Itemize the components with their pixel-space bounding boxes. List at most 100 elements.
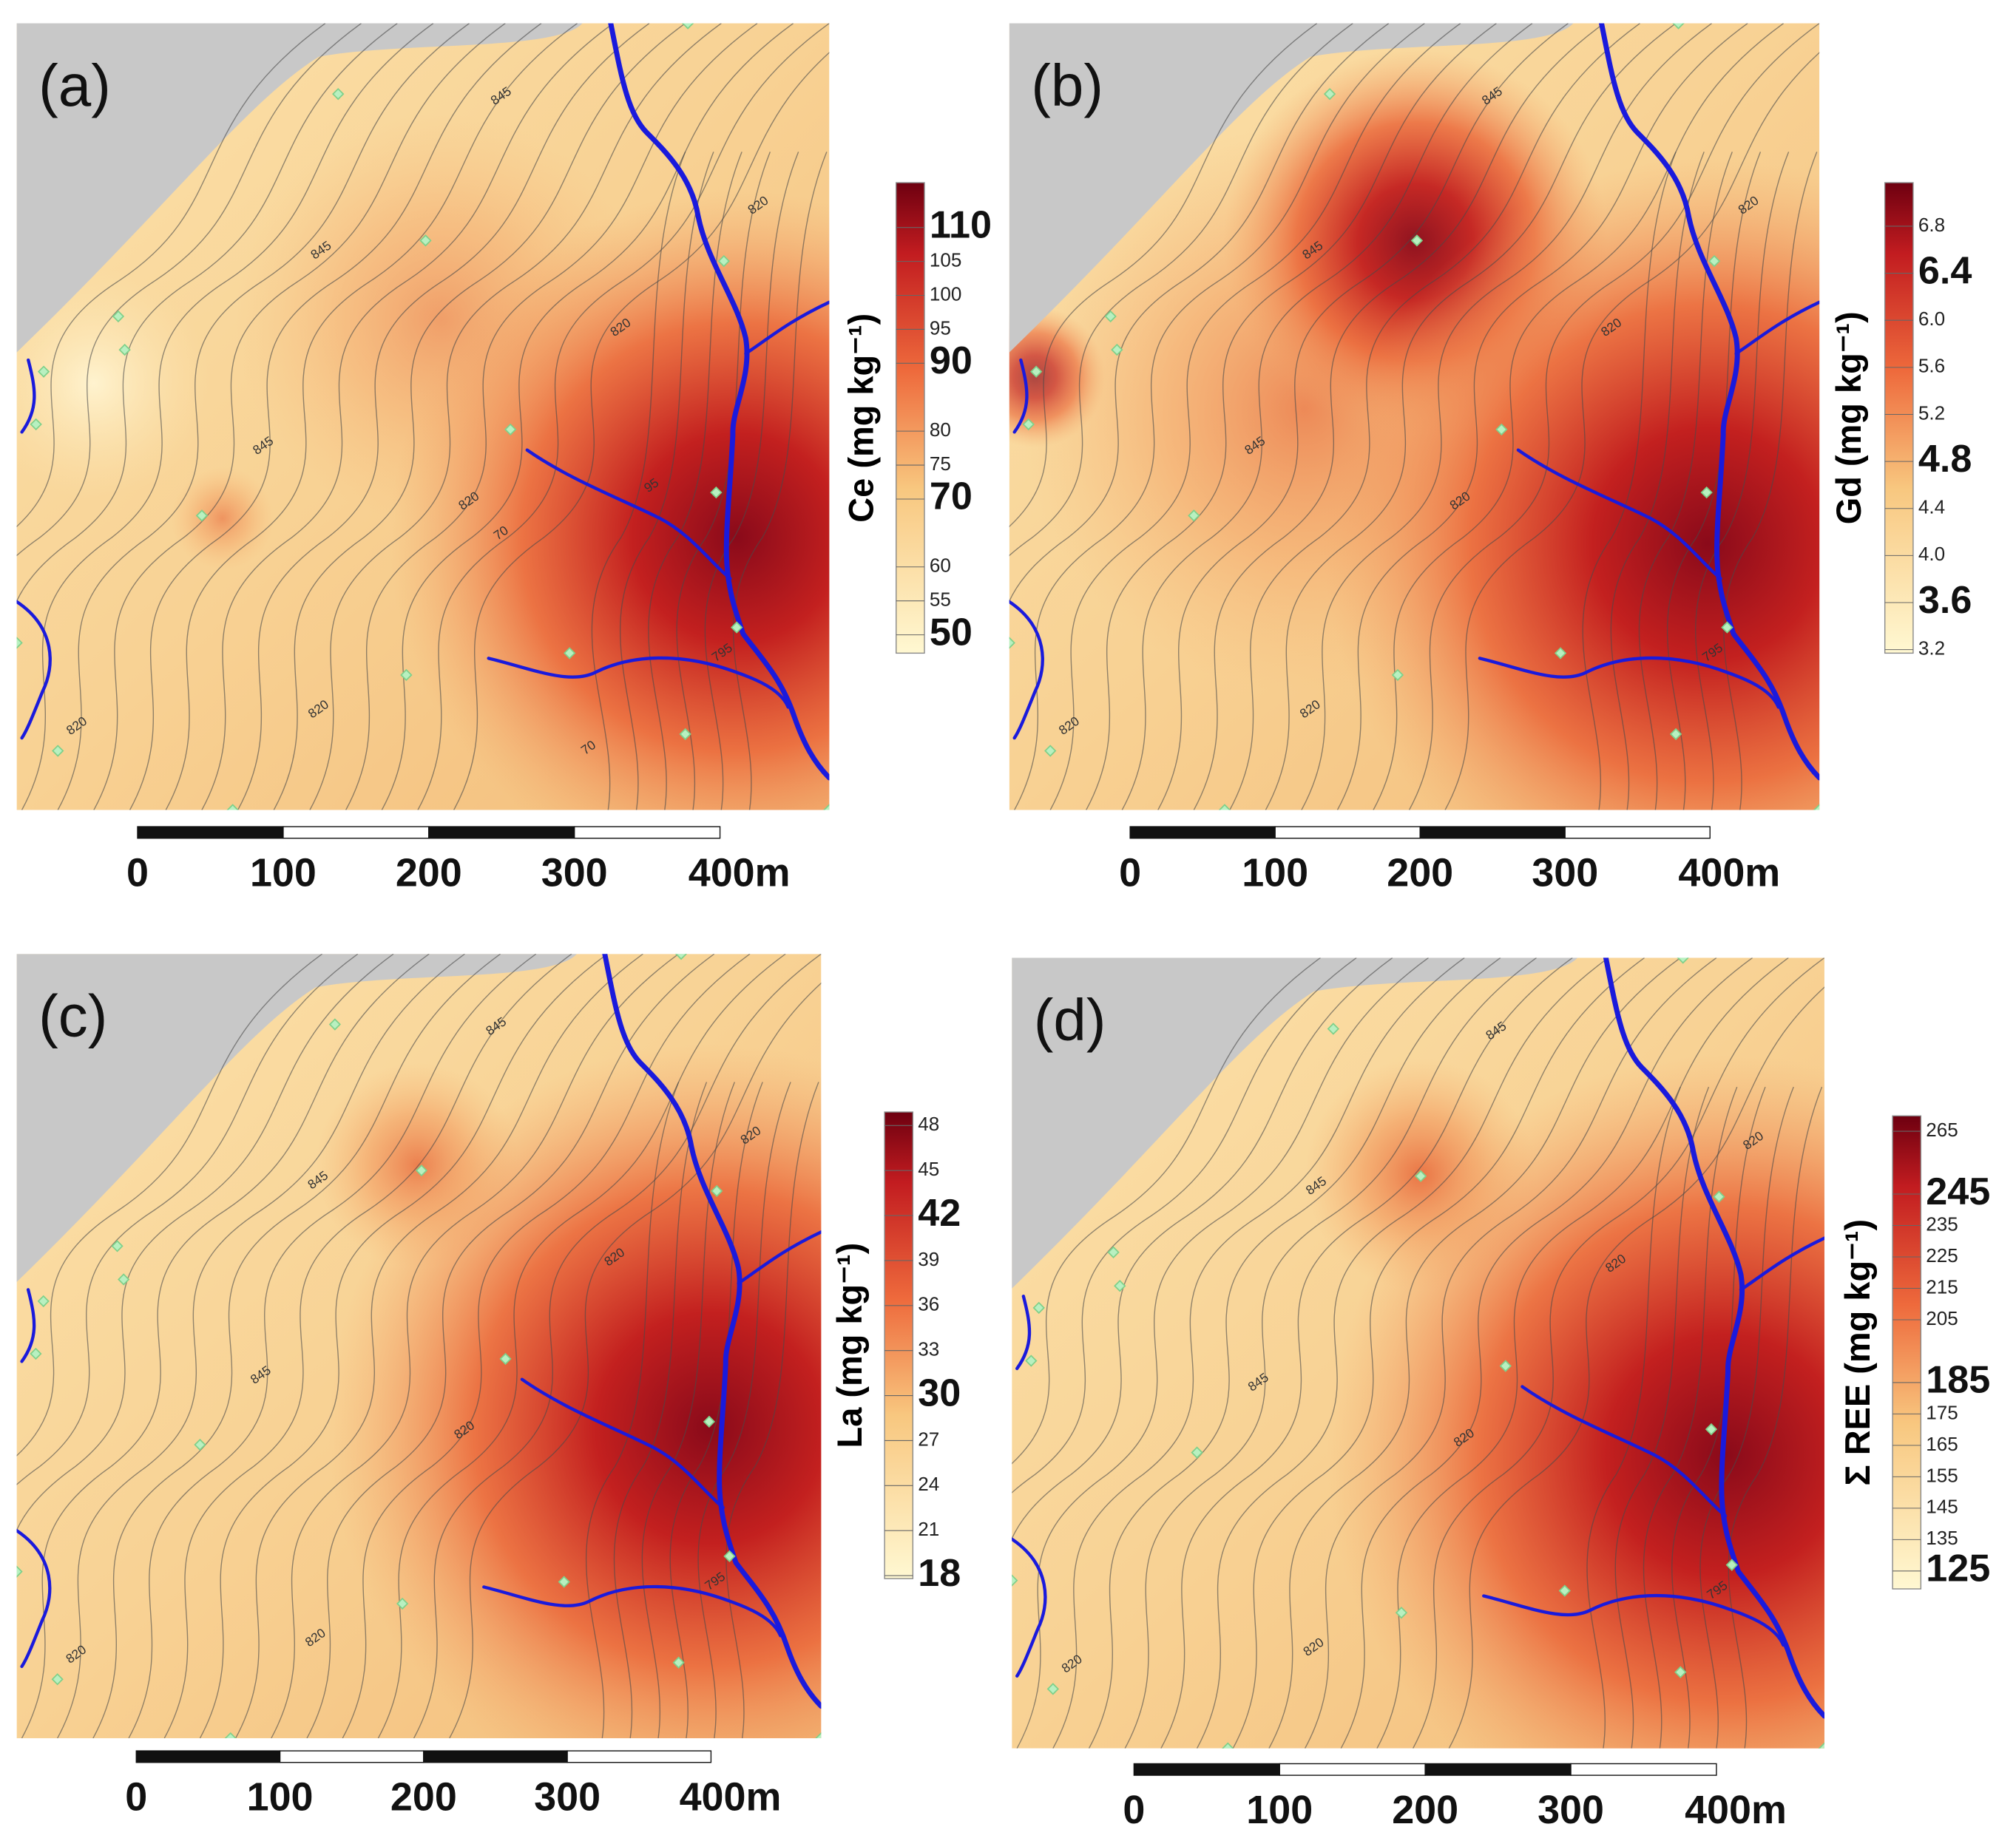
colorbar-tick-label: 6.4 xyxy=(1918,249,1972,292)
colorbar-title: Gd (mg kg⁻¹) xyxy=(1830,311,1868,524)
colorbar-tick-label: 110 xyxy=(930,203,992,246)
colorbar-tick-label: 235 xyxy=(1926,1213,1958,1235)
scale-bar-label: 300 xyxy=(1538,1788,1604,1832)
colorbar-tick-label: 21 xyxy=(918,1518,939,1540)
colorbar-tick-label: 3.6 xyxy=(1918,579,1972,622)
scale-bar-label: 0 xyxy=(1119,850,1141,895)
scale-bar-label: 100 xyxy=(1246,1788,1313,1832)
colorbar-tick-label: 90 xyxy=(930,339,973,382)
colorbar-title: Σ REE (mg kg⁻¹) xyxy=(1839,1219,1877,1486)
scale-bar-label: 0 xyxy=(125,1774,147,1819)
colorbar-tick-label: 80 xyxy=(930,418,951,441)
concentration-hotspot xyxy=(1009,306,1106,448)
colorbar-tick-label: 50 xyxy=(930,611,973,654)
colorbar-tick-label: 125 xyxy=(1926,1547,1990,1590)
concentration-hotspot xyxy=(328,1043,822,1738)
scale-bar-segment xyxy=(1129,826,1276,839)
scale-bar-segment xyxy=(1564,826,1711,839)
colorbar-tick-label: 33 xyxy=(918,1338,939,1360)
scale-bar-segment xyxy=(566,1750,712,1763)
colorbar-tick-label: 36 xyxy=(918,1293,939,1315)
colorbar-title: Ce (mg kg⁻¹) xyxy=(842,313,881,523)
scale-bar-segment xyxy=(1279,1763,1426,1776)
scale-bar-segment xyxy=(283,826,430,839)
scale-bar-segment xyxy=(423,1750,568,1763)
colorbar-tick-label: 175 xyxy=(1926,1401,1958,1423)
scale-bar-segment xyxy=(1133,1763,1280,1776)
concentration-hotspot xyxy=(16,267,210,499)
scale-bar-label: 0 xyxy=(1123,1788,1145,1832)
concentration-hotspot xyxy=(171,467,274,570)
colorbar-tick-label: 100 xyxy=(930,282,961,305)
scale-bar-label: 400m xyxy=(1678,850,1780,895)
colorbar-tick-label: 5.6 xyxy=(1918,355,1945,377)
colorbar-tick-label: 60 xyxy=(930,555,951,577)
scale-bar-label: 200 xyxy=(396,850,462,895)
colorbar-tick-label: 6.8 xyxy=(1918,214,1945,236)
colorbar-title: La (mg kg⁻¹) xyxy=(831,1243,869,1448)
colorbar-tick-label: 185 xyxy=(1926,1359,1990,1402)
scale-bar-segment xyxy=(1419,826,1566,839)
colorbar-tick-label: 24 xyxy=(918,1473,939,1495)
colorbar-tick-label: 39 xyxy=(918,1248,939,1270)
colorbar xyxy=(1892,1115,1922,1590)
colorbar-tick-label: 205 xyxy=(1926,1307,1958,1329)
scale-bar-label: 100 xyxy=(247,1774,314,1819)
colorbar-tick-label: 18 xyxy=(918,1552,961,1595)
scale-bar-segment xyxy=(279,1750,424,1763)
colorbar-tick-label: 55 xyxy=(930,589,951,611)
colorbar-tick-label: 4.4 xyxy=(1918,496,1945,518)
scale-bar-segment xyxy=(573,826,721,839)
colorbar-tick-label: 95 xyxy=(930,316,951,339)
scale-bar-segment xyxy=(137,826,284,839)
colorbar-tick-label: 145 xyxy=(1926,1496,1958,1518)
colorbar xyxy=(1884,182,1914,654)
colorbar-tick-label: 4.0 xyxy=(1918,543,1945,565)
colorbar xyxy=(896,182,925,654)
colorbar-tick-label: 225 xyxy=(1926,1244,1958,1267)
colorbar-tick-label: 45 xyxy=(918,1158,939,1180)
panel-label: (a) xyxy=(38,52,111,118)
colorbar-tick-label: 165 xyxy=(1926,1433,1958,1455)
scale-bar-label: 200 xyxy=(1387,850,1453,895)
colorbar-tick-label: 265 xyxy=(1926,1119,1958,1141)
scale-bar-label: 0 xyxy=(126,850,149,895)
scale-bar-segment xyxy=(1424,1763,1572,1776)
concentration-hotspot xyxy=(389,190,830,810)
concentration-hotspot xyxy=(1323,158,1820,810)
colorbar-tick-label: 75 xyxy=(930,452,951,475)
panel-label: (c) xyxy=(38,983,107,1049)
colorbar-tick-label: 135 xyxy=(1926,1527,1958,1549)
scale-bar-label: 100 xyxy=(1242,850,1308,895)
scale-bar-segment xyxy=(135,1750,281,1763)
colorbar-tick-label: 70 xyxy=(930,475,973,518)
colorbar-tick-label: 5.2 xyxy=(1918,401,1945,424)
scale-bar-label: 200 xyxy=(390,1774,457,1819)
scale-bar-label: 400m xyxy=(689,850,791,895)
colorbar-tick-label: 4.8 xyxy=(1918,438,1972,481)
colorbar-tick-label: 155 xyxy=(1926,1464,1958,1486)
scale-bar-segment xyxy=(428,826,575,839)
colorbar-tick-label: 48 xyxy=(918,1113,939,1135)
scale-bar-label: 100 xyxy=(250,850,317,895)
colorbar-tick-label: 6.0 xyxy=(1918,308,1945,330)
colorbar-tick-label: 105 xyxy=(930,248,961,271)
colorbar-tick-label: 42 xyxy=(918,1192,961,1235)
colorbar-tick-label: 27 xyxy=(918,1428,939,1450)
colorbar xyxy=(884,1111,914,1579)
colorbar-tick-label: 245 xyxy=(1926,1170,1990,1213)
scale-bar-label: 300 xyxy=(1532,850,1598,895)
panel-label: (b) xyxy=(1031,52,1103,118)
scale-bar-label: 200 xyxy=(1392,1788,1458,1832)
scale-bar-segment xyxy=(1570,1763,1717,1776)
scale-bar-label: 300 xyxy=(534,1774,601,1819)
panel-label: (d) xyxy=(1034,987,1106,1053)
